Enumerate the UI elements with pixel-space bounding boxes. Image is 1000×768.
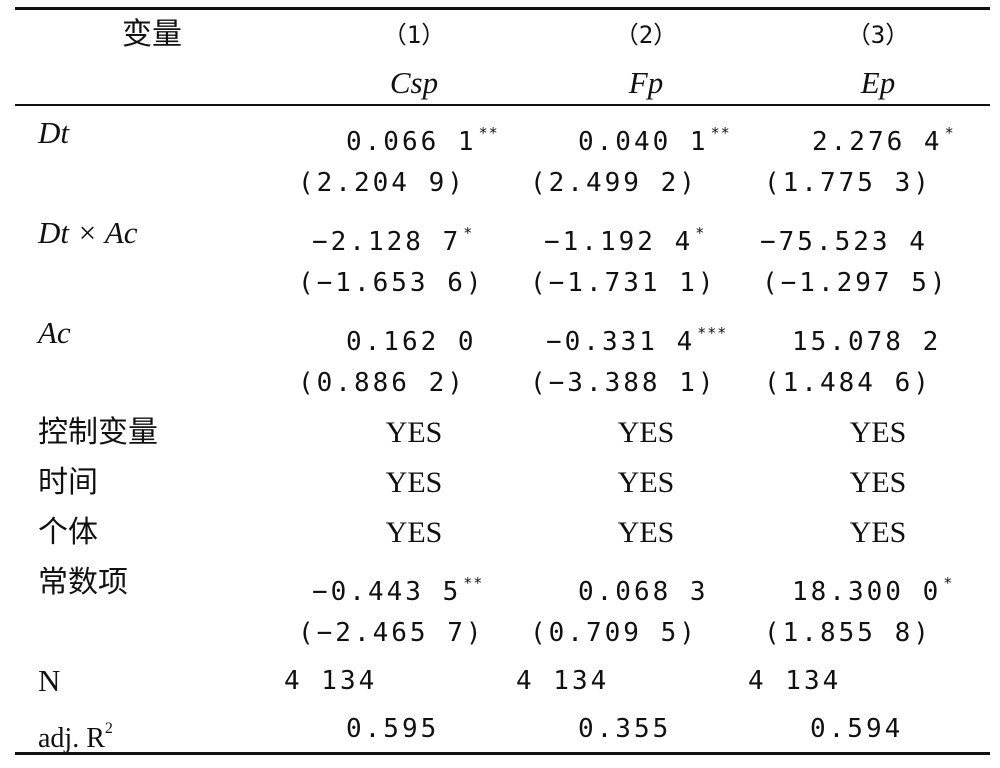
row-label: Ac: [38, 315, 71, 350]
table-cell: YES: [385, 466, 443, 499]
header-col-name-2: Fp: [628, 65, 664, 100]
table-cell: 2.276 4 *: [812, 124, 955, 157]
table-top-rule: [15, 7, 990, 10]
table-row: N 4 134 4 134 4 134: [0, 656, 1000, 706]
table-cell: (2.499 2): [530, 168, 698, 198]
table-cell: (−1.653 6): [298, 268, 485, 298]
table-cell: 4 134: [516, 666, 610, 696]
table-cell: (−2.465 7): [298, 618, 485, 648]
row-label: 时间: [38, 465, 98, 500]
table-cell: YES: [385, 516, 443, 549]
table-row: Ac 0.162 0 −0.331 4 *** 15.078 2: [0, 308, 1000, 358]
header-variable-label: 变量: [122, 17, 182, 52]
table-cell: (−3.388 1): [530, 368, 717, 398]
table-cell: YES: [849, 516, 907, 549]
table-cell: (1.855 8): [764, 618, 932, 648]
header-col-name-1: Csp: [389, 65, 439, 100]
header-col-number-2: （2）: [614, 21, 678, 49]
table-header-rule: [15, 104, 990, 106]
table-cell: 0.040 1 **: [578, 124, 731, 157]
table-cell: YES: [617, 516, 675, 549]
table-cell: (1.484 6): [764, 368, 932, 398]
table-cell: −1.192 4 *: [544, 224, 706, 257]
table-cell: −0.331 4 ***: [546, 324, 728, 357]
table-row: 控制变量 YES YES YES: [0, 408, 1000, 458]
table-row: (0.886 2) (−3.388 1) (1.484 6): [0, 358, 1000, 408]
row-label: N: [38, 663, 61, 698]
row-label: Dt × Ac: [38, 215, 138, 250]
table-cell: (0.886 2): [298, 368, 466, 398]
table-cell: −75.523 4: [760, 227, 928, 257]
table-cell: 0.068 3: [578, 577, 709, 607]
table-cell: 18.300 0 *: [792, 574, 954, 607]
table-cell: (−1.297 5): [762, 268, 949, 298]
table-row: adj. R2 0.595 0.355 0.594: [0, 704, 1000, 754]
table-bottom-rule: [15, 752, 990, 755]
table-row: Dt 0.066 1 ** 0.040 1 ** 2.276 4 *: [0, 108, 1000, 158]
table-row: (−2.465 7) (0.709 5) (1.855 8): [0, 608, 1000, 658]
table-cell: (1.775 3): [764, 168, 932, 198]
row-label: adj. R2: [38, 720, 113, 754]
table-cell: YES: [617, 416, 675, 449]
header-row-names: Csp Fp Ep: [0, 58, 1000, 108]
table-cell: 0.355: [578, 714, 672, 744]
row-label: 常数项: [38, 565, 128, 600]
table-row: (2.204 9) (2.499 2) (1.775 3): [0, 158, 1000, 208]
table-cell: 0.066 1 **: [346, 124, 499, 157]
table-cell: YES: [617, 466, 675, 499]
table-cell: −2.128 7 *: [312, 224, 474, 257]
row-label: Dt: [38, 115, 69, 150]
header-row-numbers: 变量 （1） （2） （3）: [0, 10, 1000, 60]
table-cell: 0.594: [810, 714, 904, 744]
table-cell: 0.595: [346, 714, 440, 744]
table-row: 个体 YES YES YES: [0, 508, 1000, 558]
table-cell: YES: [849, 416, 907, 449]
table-cell: 15.078 2: [792, 327, 942, 357]
table-row: 时间 YES YES YES: [0, 458, 1000, 508]
table-cell: −0.443 5 **: [312, 574, 484, 607]
row-label: 控制变量: [38, 415, 158, 450]
table-cell: 0.162 0: [346, 327, 477, 357]
header-col-name-3: Ep: [860, 65, 896, 100]
table-cell: 4 134: [284, 666, 378, 696]
table-cell: (0.709 5): [530, 618, 698, 648]
table-cell: YES: [849, 466, 907, 499]
header-col-number-3: （3）: [846, 21, 910, 49]
table-row: Dt × Ac −2.128 7 * −1.192 4 * −75.523 4: [0, 208, 1000, 258]
table-cell: (−1.731 1): [530, 268, 717, 298]
table-cell: 4 134: [748, 666, 842, 696]
table-cell: YES: [385, 416, 443, 449]
row-label: 个体: [38, 515, 98, 550]
table-row: (−1.653 6) (−1.731 1) (−1.297 5): [0, 258, 1000, 308]
table-cell: (2.204 9): [298, 168, 466, 198]
header-col-number-1: （1）: [382, 21, 446, 49]
table-row: 常数项 −0.443 5 ** 0.068 3 18.300 0 *: [0, 558, 1000, 608]
